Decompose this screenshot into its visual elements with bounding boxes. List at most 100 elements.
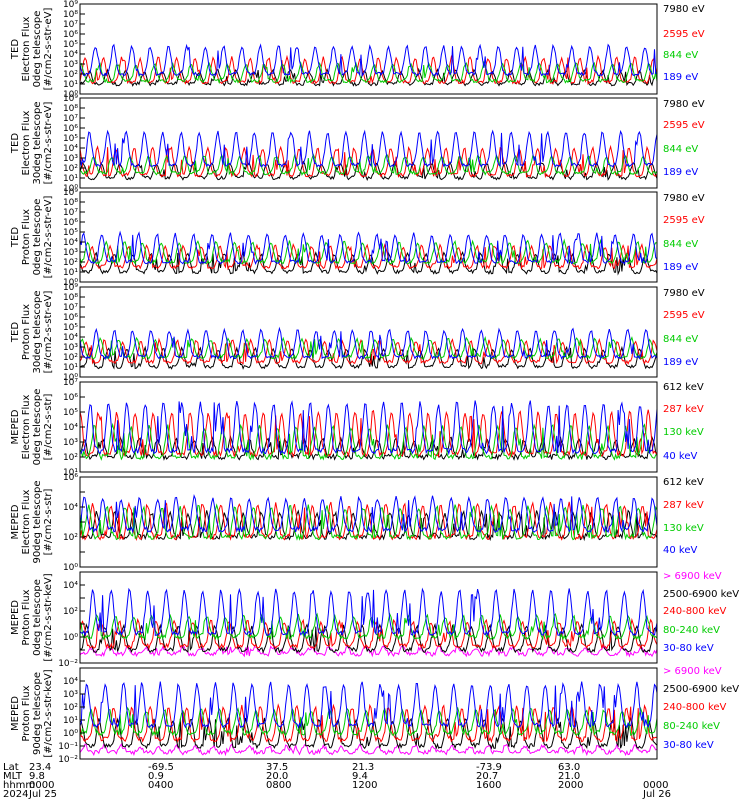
y-tick-label: 10¹ [63, 716, 78, 726]
y-axis-label: TEDProton Flux30deg telescope[#/cm2-s-st… [10, 290, 54, 373]
y-tick-label: 10⁹ [63, 94, 78, 104]
series-3-2 [79, 243, 658, 271]
y-tick-label: 10⁰ [63, 633, 78, 643]
y-tick-label: 10⁶ [63, 313, 78, 323]
x-tick-label: 9.8 [29, 771, 45, 782]
y-tick-label: 10³ [63, 248, 78, 258]
series-7-2 [79, 622, 658, 654]
series-1-2 [79, 54, 658, 85]
y-tick-label: 10⁶ [63, 218, 78, 228]
panel-8: 10⁻² 10⁻¹ 10⁰ 10¹ 10² 10³ 10⁴ MEPEDProton Flux9… [10, 666, 739, 765]
series-3-3 [79, 238, 658, 266]
y-tick-label: 10² [63, 353, 78, 363]
y-tick-label: 10³ [63, 690, 78, 700]
legend-entry: 2500-6900 keV [663, 589, 739, 600]
y-tick-label: 10⁰ [63, 278, 78, 288]
y-tick-label: 10⁰ [63, 184, 78, 194]
legend-entry: 30-80 keV [663, 740, 714, 751]
legend-entry: 287 keV [663, 404, 704, 415]
legend-entry: 130 keV [663, 427, 704, 438]
y-tick-label: 10¹ [63, 80, 78, 90]
x-tick-label: 0000 [29, 780, 54, 791]
series-3-4 [79, 230, 658, 265]
panel-frame [79, 667, 658, 760]
legend-entry: 7980 eV [663, 193, 705, 204]
y-tick-label: 10⁷ [63, 303, 78, 313]
legend-entry: 7980 eV [663, 288, 705, 299]
y-tick-label: 10⁻¹ [58, 742, 78, 752]
legend-entry: 844 eV [663, 334, 698, 345]
legend-entry: 130 keV [663, 523, 704, 534]
y-tick-label: 10⁴ [63, 677, 78, 687]
legend-entry: 189 eV [663, 357, 698, 368]
y-tick-label: 10¹ [63, 268, 78, 278]
y-tick-label: 10² [63, 164, 78, 174]
legend-entry: 40 keV [663, 451, 697, 462]
panel-frame [79, 191, 658, 283]
series-5-1 [79, 434, 658, 461]
panel-frame [79, 571, 658, 664]
x-tick-label: 1200 [352, 780, 377, 791]
y-tick-label: 10³ [63, 154, 78, 164]
y-tick-label: 10⁷ [63, 208, 78, 218]
x-tick-label: -73.9 [476, 762, 502, 773]
y-tick-label: 10⁸ [63, 198, 78, 208]
series-8-3 [79, 703, 658, 744]
y-tick-label: 10⁴ [63, 333, 78, 343]
legend-entry: 7980 eV [663, 4, 705, 15]
y-tick-label: 10⁴ [63, 144, 78, 154]
series-8-5 [79, 681, 658, 729]
y-tick-label: 10¹ [63, 174, 78, 184]
legend-entry: 2595 eV [663, 310, 705, 321]
y-axis-label: TEDElectron Flux0deg telescope[#/cm2-s-s… [10, 8, 54, 91]
x-tick-label: 20.7 [476, 771, 498, 782]
y-tick-label: 10⁵ [63, 323, 78, 333]
y-tick-label: 10² [63, 607, 78, 617]
y-tick-label: 10⁸ [63, 10, 78, 20]
legend-entry: 80-240 keV [663, 625, 720, 636]
series-1-4 [79, 43, 658, 78]
series-4-3 [79, 335, 658, 360]
legend-entry: 240-800 keV [663, 606, 727, 617]
series-3-1 [79, 251, 658, 276]
legend-entry: 2595 eV [663, 215, 705, 226]
legend-entry: 2500-6900 keV [663, 684, 739, 695]
x-tick-label: Jul 25 [28, 789, 57, 800]
y-tick-label: 10⁰ [63, 563, 78, 573]
y-tick-label: 10² [63, 70, 78, 80]
y-tick-label: 10⁰ [63, 373, 78, 383]
y-tick-label: 10⁹ [63, 188, 78, 198]
legend-entry: 7980 eV [663, 99, 705, 110]
y-tick-label: 10² [63, 258, 78, 268]
y-tick-label: 10⁸ [63, 104, 78, 114]
y-tick-label: 10⁵ [63, 228, 78, 238]
panel-frame [79, 3, 658, 95]
series-1-3 [79, 60, 658, 85]
y-tick-label: 10⁵ [63, 408, 78, 418]
legend-entry: 189 eV [663, 72, 698, 83]
legend-entry: 612 keV [663, 477, 704, 488]
y-tick-label: 10⁵ [63, 134, 78, 144]
legend-entry: 844 eV [663, 50, 698, 61]
panel-7: 10⁻² 10⁰ 10² 10⁴ MEPEDProton Flux0deg telesc… [10, 571, 739, 669]
legend-entry: 2595 eV [663, 29, 705, 40]
y-tick-label: 10⁶ [63, 473, 78, 483]
x-tick-label: 0000 [643, 780, 668, 791]
legend-entry: 80-240 keV [663, 721, 720, 732]
y-tick-label: 10⁴ [63, 503, 78, 513]
series-8-4 [79, 706, 658, 737]
y-tick-label: 10² [63, 533, 78, 543]
y-tick-label: 10⁶ [63, 124, 78, 134]
y-tick-label: 10⁴ [63, 238, 78, 248]
legend-entry: 2595 eV [663, 120, 705, 131]
y-axis-label: MEPEDProton Flux0deg telescope[#/cm2-s-s… [10, 573, 54, 661]
y-tick-label: 10⁸ [63, 293, 78, 303]
legend-entry: 30-80 keV [663, 643, 714, 654]
legend-entry: 844 eV [663, 239, 698, 250]
